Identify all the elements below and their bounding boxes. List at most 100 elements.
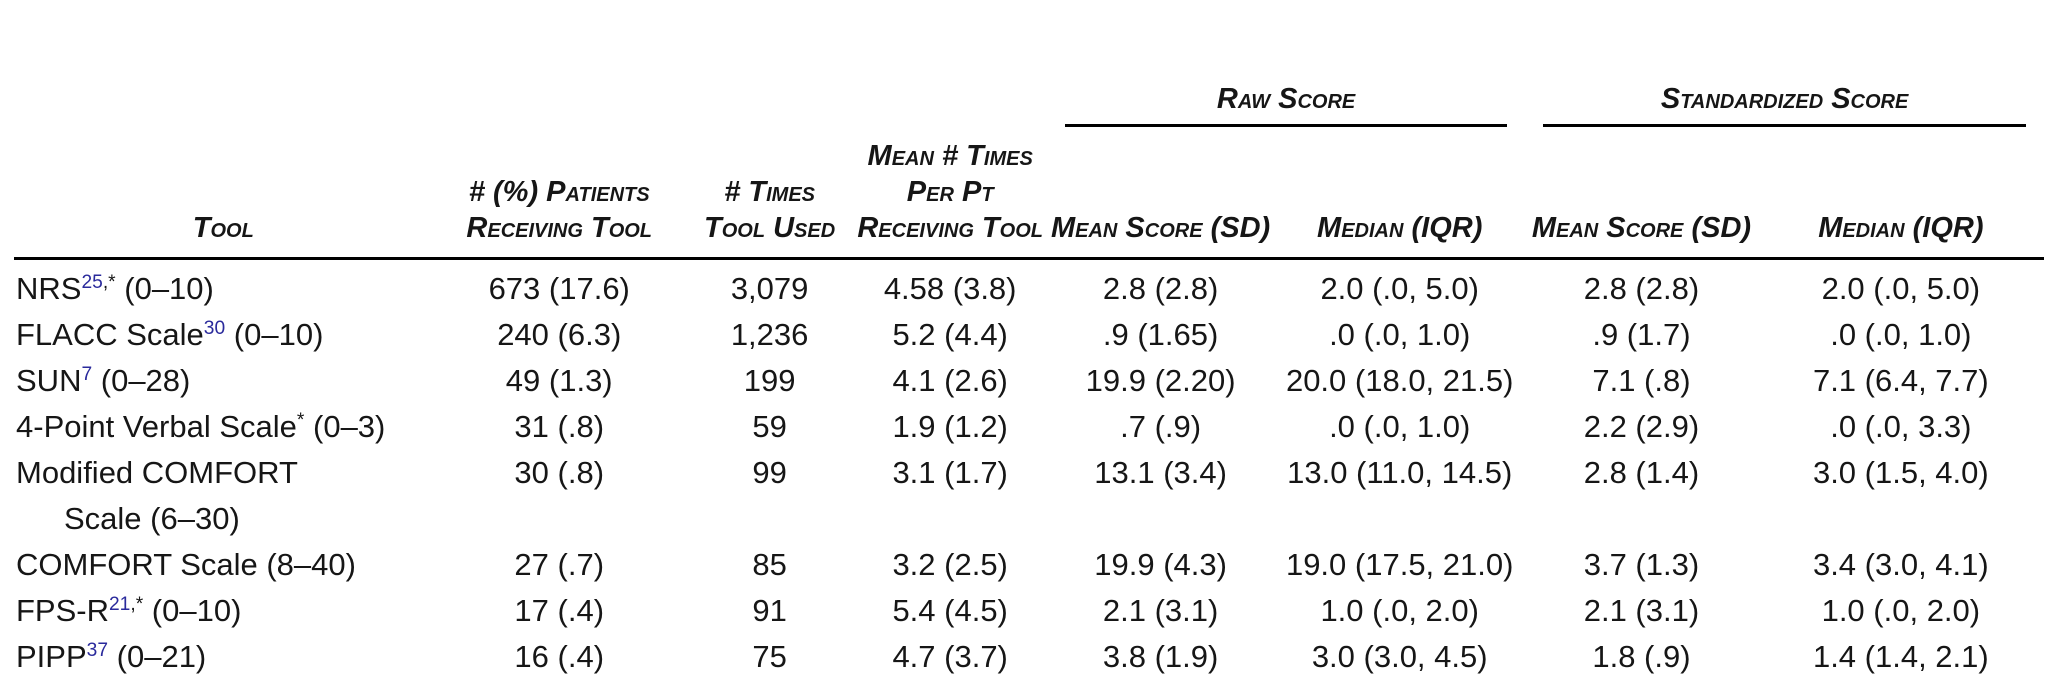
standardized-score-label: Standardized Score bbox=[1543, 82, 2026, 127]
table-header: Tool # (%) Patients Receiving Tool # Tim… bbox=[14, 8, 2044, 260]
patients-cell: 30 (.8) bbox=[514, 454, 605, 490]
mean-per-pt-cell: 5.4 (4.5) bbox=[892, 592, 1008, 628]
table-row: PIPP37 (0–21) 16 (.4) 75 4.7 (3.7) 3.8 (… bbox=[14, 634, 2044, 679]
tool-cell: NRS25,* (0–10) bbox=[14, 258, 433, 312]
mean-per-pt-cell: 3.2 (2.5) bbox=[892, 546, 1008, 582]
std-mean-cell: 2.1 (3.1) bbox=[1583, 592, 1700, 628]
std-mean-cell: 7.1 (.8) bbox=[1592, 362, 1691, 398]
reference-superscript: 30 bbox=[204, 318, 225, 339]
times-used-cell: 99 bbox=[752, 454, 787, 490]
col-header-mean-per-pt: Mean # Times Per Pt Receiving Tool bbox=[853, 8, 1047, 260]
times-used-cell: 91 bbox=[752, 592, 787, 628]
group-header-standardized-score: Standardized Score bbox=[1525, 8, 2044, 199]
tool-range: (0–3) bbox=[304, 408, 386, 444]
raw-median-cell: 20.0 (18.0, 21.5) bbox=[1285, 362, 1514, 398]
tool-name: Modified COMFORT bbox=[16, 454, 298, 490]
std-median-cell: 3.4 (3.0, 4.1) bbox=[1812, 546, 1989, 582]
std-mean-cell: 2.8 (1.4) bbox=[1583, 454, 1700, 490]
col-header-raw-mean-score: Mean Score (SD) bbox=[1046, 198, 1275, 260]
std-median-cell: 1.4 (1.4, 2.1) bbox=[1812, 638, 1989, 674]
tool-range: (0–10) bbox=[115, 270, 214, 306]
reference-link[interactable]: 37 bbox=[86, 640, 109, 662]
patients-cell: 27 (.7) bbox=[514, 546, 605, 582]
col-header-patients: # (%) Patients Receiving Tool bbox=[432, 8, 686, 260]
table-row: FLACC Scale30 (0–10) 240 (6.3) 1,236 5.2… bbox=[14, 312, 2044, 358]
tool-range: (0–10) bbox=[225, 316, 324, 352]
footnote-marker: ,* bbox=[102, 272, 116, 294]
tool-cell: FLACC Scale30 (0–10) bbox=[14, 312, 433, 358]
reference-superscript: * bbox=[297, 410, 304, 431]
std-median-cell: 2.0 (.0, 5.0) bbox=[1821, 270, 1981, 306]
table-row: 4-Point Verbal Scale* (0–3) 31 (.8) 59 1… bbox=[14, 404, 2044, 450]
tool-cell: COMFORT Scale (8–40) bbox=[14, 542, 433, 588]
reference-superscript: 37 bbox=[87, 640, 108, 661]
raw-median-cell: 19.0 (17.5, 21.0) bbox=[1285, 546, 1514, 582]
std-mean-cell: 2.8 (2.8) bbox=[1583, 270, 1700, 306]
std-mean-cell: .9 (1.7) bbox=[1592, 316, 1691, 352]
tool-name-line2: Scale (6–30) bbox=[64, 500, 240, 536]
col-header-std-mean-score: Mean Score (SD) bbox=[1525, 198, 1758, 260]
times-used-cell: 59 bbox=[752, 408, 787, 444]
std-median-cell: 3.0 (1.5, 4.0) bbox=[1812, 454, 1989, 490]
col-header-times-used: # Times Tool Used bbox=[685, 8, 854, 260]
patients-cell: 240 (6.3) bbox=[497, 316, 622, 352]
reference-superscript: 7 bbox=[81, 364, 92, 385]
reference-link[interactable]: 30 bbox=[203, 318, 226, 340]
col-header-std-median: Median (IQR) bbox=[1757, 198, 2044, 260]
pain-tools-table: Tool # (%) Patients Receiving Tool # Tim… bbox=[14, 8, 2044, 679]
std-median-cell: 1.0 (.0, 2.0) bbox=[1821, 592, 1981, 628]
times-used-cell: 1,236 bbox=[730, 316, 809, 352]
times-used-cell: 75 bbox=[752, 638, 787, 674]
reference-link[interactable]: 25 bbox=[81, 272, 103, 294]
raw-mean-cell: 19.9 (2.20) bbox=[1085, 362, 1236, 398]
tool-name: 4-Point Verbal Scale bbox=[16, 408, 297, 444]
raw-mean-cell: 3.8 (1.9) bbox=[1102, 638, 1219, 674]
raw-mean-cell: .7 (.9) bbox=[1120, 408, 1202, 444]
times-used-cell: 199 bbox=[743, 362, 796, 398]
patients-cell: 17 (.4) bbox=[514, 592, 605, 628]
tool-range: (0–21) bbox=[108, 638, 207, 674]
tool-name: FPS-R bbox=[16, 592, 109, 628]
tool-cell: 4-Point Verbal Scale* (0–3) bbox=[14, 404, 433, 450]
mean-per-pt-cell: 1.9 (1.2) bbox=[892, 408, 1008, 444]
tool-cell: FPS-R21,* (0–10) bbox=[14, 588, 433, 634]
tool-name: PIPP bbox=[16, 638, 87, 674]
patients-cell: 49 (1.3) bbox=[505, 362, 613, 398]
tool-cell: Modified COMFORT Scale (6–30) bbox=[14, 450, 433, 542]
std-median-cell: .0 (.0, 1.0) bbox=[1830, 316, 1972, 352]
raw-mean-cell: 2.8 (2.8) bbox=[1102, 270, 1219, 306]
patients-cell: 16 (.4) bbox=[514, 638, 605, 674]
footnote-marker: * bbox=[296, 410, 305, 432]
raw-median-cell: .0 (.0, 1.0) bbox=[1329, 408, 1471, 444]
raw-median-cell: 1.0 (.0, 2.0) bbox=[1320, 592, 1479, 628]
table-body: NRS25,* (0–10) 673 (17.6) 3,079 4.58 (3.… bbox=[14, 258, 2044, 679]
mean-per-pt-cell: 5.2 (4.4) bbox=[892, 316, 1008, 352]
raw-mean-cell: .9 (1.65) bbox=[1102, 316, 1219, 352]
tool-range: (0–10) bbox=[143, 592, 242, 628]
mean-per-pt-cell: 4.58 (3.8) bbox=[883, 270, 1017, 306]
group-header-raw-score: Raw Score bbox=[1047, 8, 1525, 199]
table-row: FPS-R21,* (0–10) 17 (.4) 91 5.4 (4.5) 2.… bbox=[14, 588, 2044, 634]
table-row: COMFORT Scale (8–40) 27 (.7) 85 3.2 (2.5… bbox=[14, 542, 2044, 588]
col-header-tool: Tool bbox=[14, 8, 433, 260]
raw-mean-cell: 13.1 (3.4) bbox=[1094, 454, 1227, 490]
reference-superscript: 21,* bbox=[109, 594, 143, 615]
table-row: Modified COMFORT Scale (6–30) 30 (.8) 99 … bbox=[14, 450, 2044, 542]
patients-cell: 673 (17.6) bbox=[488, 270, 630, 306]
mean-per-pt-cell: 3.1 (1.7) bbox=[892, 454, 1008, 490]
patients-cell: 31 (.8) bbox=[514, 408, 605, 444]
raw-median-cell: 2.0 (.0, 5.0) bbox=[1320, 270, 1479, 306]
reference-link[interactable]: 7 bbox=[81, 364, 93, 386]
tool-cell: SUN7 (0–28) bbox=[14, 358, 433, 404]
tool-range: (0–28) bbox=[92, 362, 191, 398]
std-mean-cell: 2.2 (2.9) bbox=[1583, 408, 1700, 444]
raw-score-label: Raw Score bbox=[1064, 82, 1508, 127]
raw-median-cell: 13.0 (11.0, 14.5) bbox=[1287, 454, 1513, 490]
raw-median-cell: 3.0 (3.0, 4.5) bbox=[1311, 638, 1488, 674]
group-header-row: Tool # (%) Patients Receiving Tool # Tim… bbox=[14, 8, 2044, 260]
times-used-cell: 3,079 bbox=[730, 270, 809, 306]
reference-link[interactable]: 21 bbox=[109, 594, 131, 616]
raw-mean-cell: 2.1 (3.1) bbox=[1102, 592, 1219, 628]
std-mean-cell: 1.8 (.9) bbox=[1592, 638, 1691, 674]
